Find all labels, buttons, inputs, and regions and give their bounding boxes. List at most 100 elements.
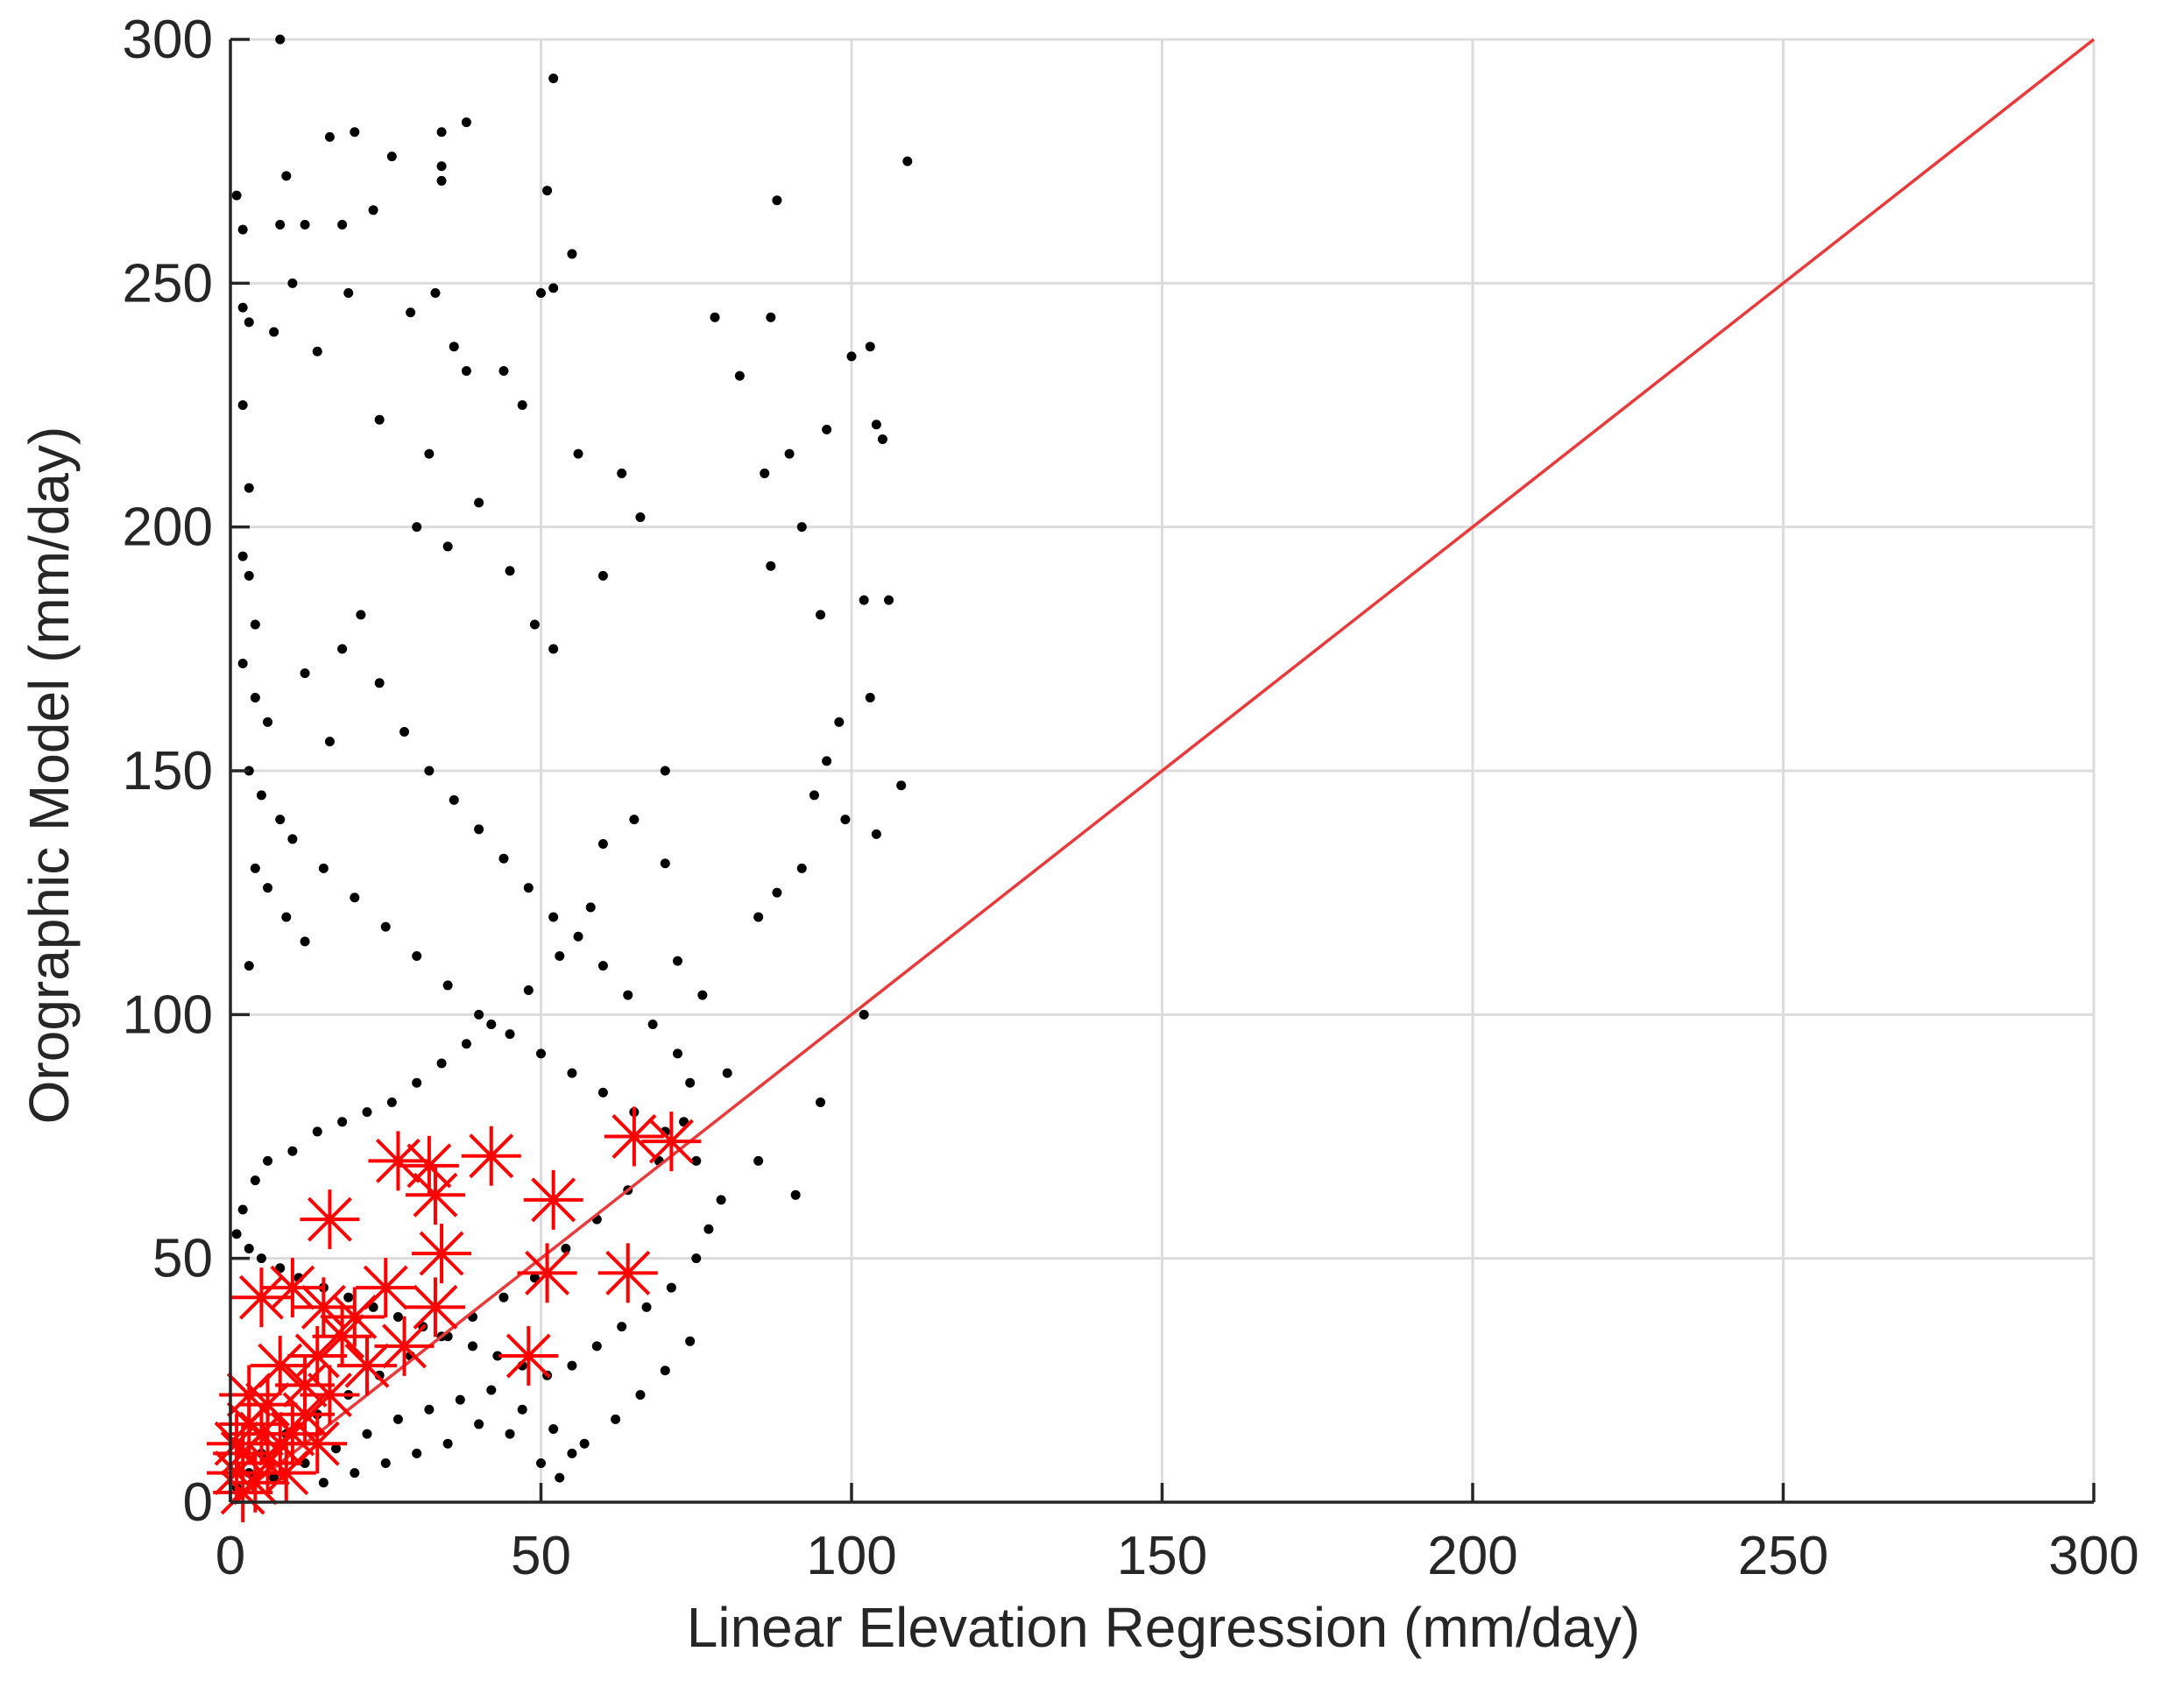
data-point: [237, 551, 248, 561]
data-point: [237, 1204, 248, 1215]
data-point: [597, 961, 608, 971]
data-point: [567, 1448, 577, 1458]
data-point: [256, 790, 266, 801]
data-point: [548, 912, 559, 922]
data-point: [318, 1478, 329, 1488]
data-point: [343, 287, 354, 298]
station-marker: [256, 1443, 316, 1503]
data-point: [263, 716, 273, 727]
data-point: [822, 424, 832, 434]
data-point: [685, 1077, 696, 1088]
data-point: [368, 205, 378, 215]
data-point: [436, 161, 447, 172]
data-point: [374, 414, 385, 425]
data-point: [555, 951, 565, 962]
data-point: [331, 1443, 342, 1454]
data-point: [362, 1107, 372, 1118]
data-point: [753, 1155, 764, 1166]
data-point: [660, 1366, 670, 1376]
data-point: [399, 726, 410, 737]
data-point: [505, 566, 515, 576]
y-tick-label: 300: [123, 10, 213, 70]
data-point: [449, 794, 459, 805]
station-marker-stroke: [214, 1421, 259, 1466]
data-point: [548, 74, 559, 84]
data-point: [498, 853, 509, 864]
station-marker-stroke: [300, 1284, 346, 1330]
station-marker: [368, 1131, 428, 1191]
one-to-one-line: [229, 38, 2096, 1504]
data-point: [902, 156, 913, 166]
data-point: [269, 1472, 279, 1483]
data-point: [392, 1414, 403, 1424]
station-marker: [604, 1106, 664, 1167]
data-point: [529, 619, 540, 630]
data-point: [300, 668, 310, 679]
data-point: [281, 912, 292, 922]
data-point: [573, 448, 583, 459]
data-point: [237, 302, 248, 313]
data-point: [666, 1282, 676, 1293]
y-tick-label: 150: [123, 741, 213, 801]
data-point: [536, 1048, 546, 1059]
data-point: [523, 883, 534, 893]
data-point: [356, 610, 366, 620]
station-marker: [356, 1258, 416, 1318]
data-point: [300, 936, 310, 947]
station-marker-stroke: [419, 1231, 464, 1276]
data-point: [877, 434, 887, 444]
data-point: [287, 1146, 298, 1156]
data-point: [697, 990, 708, 1000]
data-point: [281, 171, 292, 181]
data-point: [275, 815, 286, 825]
station-marker-stroke: [406, 1143, 452, 1189]
station-marker: [405, 1165, 465, 1225]
data-point: [766, 312, 776, 322]
data-point: [386, 152, 397, 162]
data-point: [406, 307, 416, 318]
data-point: [275, 220, 286, 230]
data-point: [362, 1429, 372, 1439]
data-point: [498, 1292, 509, 1302]
x-tick-label: 100: [806, 1526, 896, 1586]
reference-line: [229, 38, 2096, 1504]
data-point: [412, 1077, 422, 1088]
data-point: [275, 34, 286, 45]
data-point: [834, 716, 845, 727]
data-point: [250, 1175, 260, 1186]
station-marker: [231, 1404, 292, 1465]
axes: [229, 38, 2096, 1504]
data-point: [300, 220, 310, 230]
data-point: [263, 1155, 273, 1166]
station-marker: [412, 1224, 472, 1284]
data-point: [542, 186, 553, 196]
data-point: [871, 829, 881, 839]
x-tick-label: 50: [511, 1526, 571, 1586]
data-point: [461, 1039, 471, 1049]
station-marker: [517, 1243, 577, 1303]
data-point: [436, 175, 447, 186]
station-marker: [287, 1414, 348, 1474]
data-point: [772, 195, 782, 206]
data-point: [474, 824, 484, 835]
data-point: [287, 834, 298, 844]
data-point: [256, 1253, 266, 1264]
station-marker-stroke: [413, 1284, 458, 1330]
data-point: [250, 619, 260, 630]
data-point: [350, 893, 360, 903]
data-point: [461, 117, 471, 128]
station-marker: [523, 1169, 583, 1230]
data-point: [424, 448, 435, 459]
y-tick-label: 0: [183, 1472, 213, 1533]
data-point: [442, 980, 453, 991]
data-point: [337, 1117, 348, 1127]
data-point: [350, 127, 360, 138]
station-marker-stroke: [264, 1450, 309, 1496]
station-marker: [399, 1135, 459, 1196]
data-point: [449, 342, 459, 352]
data-point: [846, 351, 857, 362]
data-point: [505, 1429, 515, 1439]
data-point: [343, 1292, 354, 1302]
